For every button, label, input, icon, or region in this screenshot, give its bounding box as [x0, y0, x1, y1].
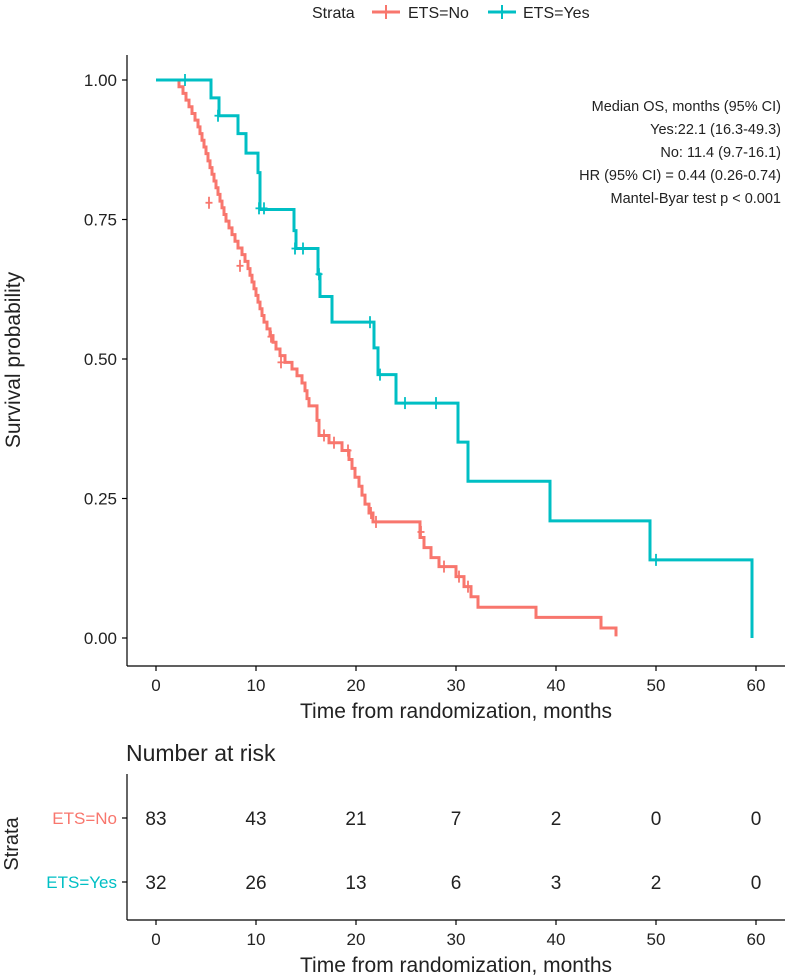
x-tick-label-0: 0: [151, 676, 160, 695]
annotation-line-2: No: 11.4 (9.7-16.1): [660, 145, 781, 161]
y-tick-label-3: 0.75: [84, 211, 117, 230]
x-tick-label-5: 50: [647, 676, 666, 695]
risk-count-ets-no-2: 21: [345, 809, 366, 830]
risk-x-tick-label-1: 10: [247, 930, 266, 949]
y-tick-label-1: 0.25: [84, 490, 117, 509]
x-axis-label: Time from randomization, months: [300, 700, 612, 723]
x-tick-label-4: 40: [547, 676, 566, 695]
x-tick-label-6: 60: [747, 676, 766, 695]
risk-count-ets-yes-3: 6: [451, 873, 462, 894]
risk-x-tick-label-5: 50: [647, 930, 666, 949]
risk-x-tick-label-4: 40: [547, 930, 566, 949]
stats-annotation: Median OS, months (95% CI) Yes:22.1 (16.3…: [579, 99, 781, 207]
y-axis-label: Survival probability: [2, 271, 25, 448]
risk-count-ets-no-5: 0: [651, 809, 662, 830]
risk-table: Number at risk Strata Time from randomiz…: [1, 740, 785, 976]
y-tick-label-4: 1.00: [84, 71, 117, 90]
risk-row-label-ets-no: ETS=No: [52, 809, 117, 828]
annotation-line-4: Mantel-Byar test p < 0.001: [611, 191, 781, 207]
risk-count-ets-no-4: 2: [551, 809, 562, 830]
risk-table-title: Number at risk: [126, 740, 276, 766]
risk-table-x-label: Time from randomization, months: [300, 954, 612, 976]
x-tick-label-1: 10: [247, 676, 266, 695]
risk-x-tick-label-3: 30: [447, 930, 466, 949]
risk-row-label-ets-yes: ETS=Yes: [46, 873, 117, 892]
legend-label-no: ETS=No: [408, 5, 469, 22]
risk-count-ets-yes-4: 3: [551, 873, 562, 894]
risk-count-ets-yes-6: 0: [751, 873, 762, 894]
legend: Strata ETS=No ETS=Yes: [312, 5, 590, 22]
risk-x-tick-label-6: 60: [747, 930, 766, 949]
risk-count-ets-no-3: 7: [451, 809, 462, 830]
curve-ets-yes: [156, 78, 754, 638]
risk-table-y-label: Strata: [1, 816, 23, 870]
risk-count-ets-yes-1: 26: [245, 873, 266, 894]
x-tick-label-3: 30: [447, 676, 466, 695]
risk-count-ets-no-6: 0: [751, 809, 762, 830]
legend-title: Strata: [312, 5, 355, 22]
legend-label-yes: ETS=Yes: [523, 5, 590, 22]
annotation-line-0: Median OS, months (95% CI): [592, 99, 781, 115]
risk-x-tick-label-0: 0: [151, 930, 160, 949]
survival-curves: [156, 74, 754, 638]
x-tick-label-2: 20: [347, 676, 366, 695]
y-tick-label-0: 0.00: [84, 629, 117, 648]
curve-ets-no: [156, 78, 618, 637]
main-plot: 0.00 0.25 0.50 0.75 1.00 0 10 20 30 40 50 60 Survi…: [2, 55, 785, 723]
risk-count-ets-yes-2: 13: [345, 873, 366, 894]
annotation-line-3: HR (95% CI) = 0.44 (0.26-0.74): [579, 168, 781, 184]
risk-x-tick-label-2: 20: [347, 930, 366, 949]
risk-count-ets-yes-0: 32: [145, 873, 166, 894]
y-tick-label-2: 0.50: [84, 350, 117, 369]
risk-count-ets-no-0: 83: [145, 809, 166, 830]
risk-count-ets-yes-5: 2: [651, 873, 662, 894]
x-ticks: 0 10 20 30 40 50 60: [151, 666, 765, 695]
risk-count-ets-no-1: 43: [245, 809, 266, 830]
annotation-line-1: Yes:22.1 (16.3-49.3): [650, 122, 781, 138]
y-ticks: 0.00 0.25 0.50 0.75 1.00: [84, 71, 127, 648]
